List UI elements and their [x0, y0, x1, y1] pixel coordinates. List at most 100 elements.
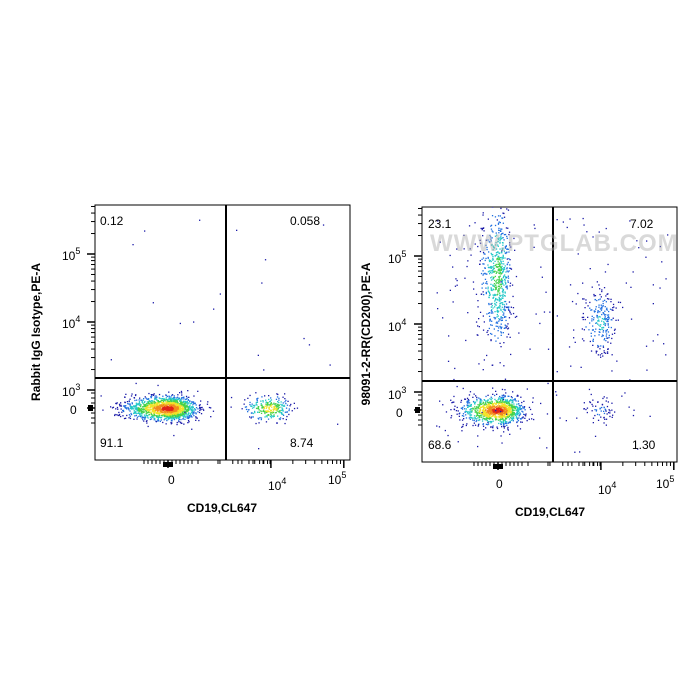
event-dot: [508, 404, 511, 407]
event-dot: [510, 396, 513, 398]
event-dot: [482, 235, 484, 237]
event-dot: [162, 408, 164, 410]
event-dot: [598, 414, 601, 416]
event-dot: [448, 335, 450, 337]
event-dot: [493, 285, 495, 287]
event-dot: [500, 207, 502, 210]
event-dot: [478, 407, 480, 409]
event-dot: [465, 414, 467, 416]
event-dot: [122, 415, 124, 417]
event-dot: [278, 404, 280, 406]
y-tick-1e5-left: 105: [62, 246, 80, 263]
event-dot: [503, 411, 505, 413]
event-dot: [596, 314, 598, 317]
event-dot: [503, 303, 505, 306]
event-dot: [489, 398, 491, 400]
event-dot: [138, 412, 140, 414]
event-dot: [145, 407, 148, 410]
event-dot: [129, 410, 131, 412]
event-dot: [547, 348, 550, 350]
x-tick-1e5-right: 105: [656, 474, 674, 491]
event-dot: [602, 345, 604, 347]
event-dot: [493, 406, 495, 408]
event-dot: [517, 413, 520, 415]
event-dot: [496, 316, 498, 318]
event-dot: [490, 287, 492, 289]
event-dot: [509, 310, 511, 312]
event-dot: [138, 404, 141, 406]
x-tick-0-right: 0: [496, 477, 503, 491]
event-dot: [597, 317, 599, 319]
event-dot: [492, 312, 494, 314]
event-dot: [516, 409, 519, 411]
event-dot: [184, 411, 186, 414]
event-dot: [508, 251, 510, 253]
event-dot: [603, 410, 605, 412]
event-dot: [291, 410, 293, 412]
event-dot: [497, 244, 499, 246]
event-dot: [499, 420, 501, 422]
event-dot: [172, 413, 174, 415]
event-dot: [192, 403, 194, 405]
event-dot: [270, 417, 272, 419]
event-dot: [274, 412, 276, 414]
event-dot: [182, 406, 185, 408]
event-dot: [579, 451, 581, 453]
event-dot: [498, 409, 500, 411]
event-dot: [140, 409, 143, 411]
event-dot: [482, 406, 484, 408]
event-dot: [492, 412, 495, 414]
event-dot: [159, 416, 161, 418]
event-dot: [497, 311, 499, 313]
quadrant-top-left-right: 23.1: [428, 217, 452, 231]
event-dot: [181, 413, 184, 416]
event-dot: [193, 412, 195, 414]
event-dot: [251, 405, 253, 407]
event-dot: [270, 413, 272, 415]
event-dot: [177, 407, 179, 409]
event-dot: [490, 240, 492, 242]
event-dot: [607, 401, 609, 403]
event-dot: [186, 402, 188, 404]
event-dot: [488, 401, 490, 403]
event-dot: [601, 353, 603, 355]
event-dot: [155, 405, 157, 407]
event-dot: [492, 402, 494, 405]
event-dot: [607, 348, 609, 350]
event-dot: [195, 412, 197, 414]
event-dot: [521, 421, 523, 423]
event-dot: [487, 403, 489, 405]
event-dot: [602, 300, 604, 302]
event-dot: [203, 409, 205, 411]
event-dot: [508, 267, 511, 269]
event-dot: [150, 409, 152, 411]
event-dot: [600, 410, 602, 412]
event-dot: [166, 416, 168, 419]
event-dot: [606, 397, 608, 399]
event-dot: [269, 405, 272, 407]
event-dot: [605, 335, 607, 337]
event-dot: [164, 408, 166, 410]
event-dot: [498, 280, 500, 283]
event-dot: [177, 402, 179, 404]
event-dot: [583, 408, 585, 410]
event-dot: [490, 260, 492, 263]
event-dot: [505, 412, 507, 414]
event-dot: [506, 286, 508, 288]
event-dot: [605, 400, 607, 402]
event-dot: [610, 301, 612, 303]
event-dot: [482, 274, 484, 276]
event-dot: [497, 409, 500, 412]
event-dot: [474, 424, 477, 426]
event-dot: [519, 408, 521, 411]
event-dot: [649, 415, 651, 417]
event-dot: [501, 417, 504, 419]
event-dot: [511, 407, 513, 410]
event-dot: [180, 415, 182, 417]
event-dot: [276, 410, 278, 412]
event-dot: [582, 312, 584, 315]
event-dot: [286, 415, 288, 418]
event-dot: [182, 413, 184, 415]
event-dot: [258, 418, 260, 420]
event-dot: [463, 234, 465, 236]
